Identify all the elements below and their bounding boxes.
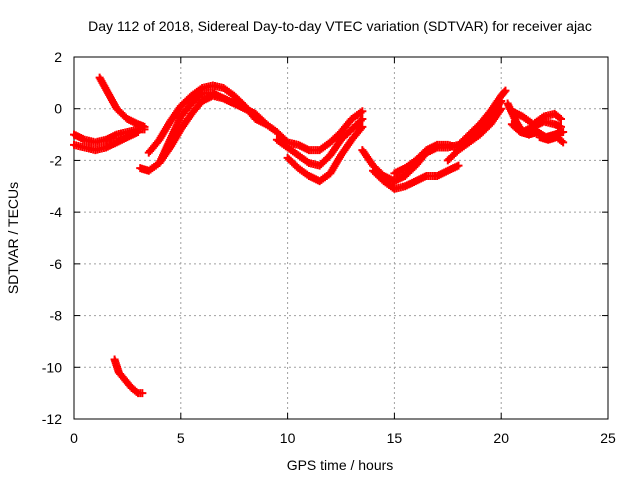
data-point xyxy=(501,86,510,95)
series-arc-3 xyxy=(95,73,149,131)
data-point xyxy=(555,113,564,122)
data-point xyxy=(358,107,367,116)
series-arc-9 xyxy=(283,122,367,186)
y-axis-label: SDTVAR / TECUs xyxy=(5,182,21,294)
series-arc-10 xyxy=(358,86,510,186)
data-point xyxy=(230,99,239,108)
grid-lines xyxy=(74,57,608,419)
data-point xyxy=(134,127,143,136)
data-points xyxy=(70,73,568,398)
y-tick-label: 2 xyxy=(54,49,62,65)
data-point xyxy=(140,122,149,131)
data-point xyxy=(138,389,147,398)
data-point xyxy=(559,138,568,147)
x-tick-label: 15 xyxy=(387,430,403,446)
x-tick-label: 5 xyxy=(177,430,185,446)
y-tick-label: -2 xyxy=(50,152,63,168)
data-point xyxy=(356,116,365,125)
y-tick-label: -12 xyxy=(42,411,62,427)
plot-frame xyxy=(73,56,609,420)
data-point xyxy=(557,137,566,146)
data-point xyxy=(262,120,271,129)
data-point xyxy=(358,115,367,124)
data-point xyxy=(497,104,506,113)
y-tick-label: -6 xyxy=(50,256,63,272)
chart-title: Day 112 of 2018, Sidereal Day-to-day VTE… xyxy=(88,18,592,34)
data-point xyxy=(497,96,506,105)
series-arc-4 xyxy=(110,355,147,398)
data-point xyxy=(559,127,568,136)
series-arc-8 xyxy=(272,115,367,170)
x-tick-label: 0 xyxy=(70,430,78,446)
data-point xyxy=(557,115,566,124)
data-point xyxy=(454,161,463,170)
x-axis-label: GPS time / hours xyxy=(287,457,394,473)
x-tick-label: 20 xyxy=(493,430,509,446)
series-arc-17 xyxy=(535,133,568,147)
y-tick-label: -4 xyxy=(50,204,63,220)
series-arc-6 xyxy=(144,81,271,157)
x-tick-label: 10 xyxy=(280,430,296,446)
series-arc-2 xyxy=(70,127,143,155)
series-arc-13 xyxy=(443,104,506,165)
series-arc-5 xyxy=(136,89,367,175)
data-point xyxy=(132,387,141,396)
series-arc-11 xyxy=(369,161,463,193)
y-tick-label: -8 xyxy=(50,308,63,324)
data-point xyxy=(358,122,367,131)
y-tick-label: 0 xyxy=(54,101,62,117)
x-tick-label: 25 xyxy=(600,430,616,446)
y-tick-label: -10 xyxy=(42,359,62,375)
series-arc-16 xyxy=(507,107,566,129)
series-arc-7 xyxy=(155,91,239,168)
data-point xyxy=(357,124,366,133)
data-point xyxy=(500,87,509,96)
